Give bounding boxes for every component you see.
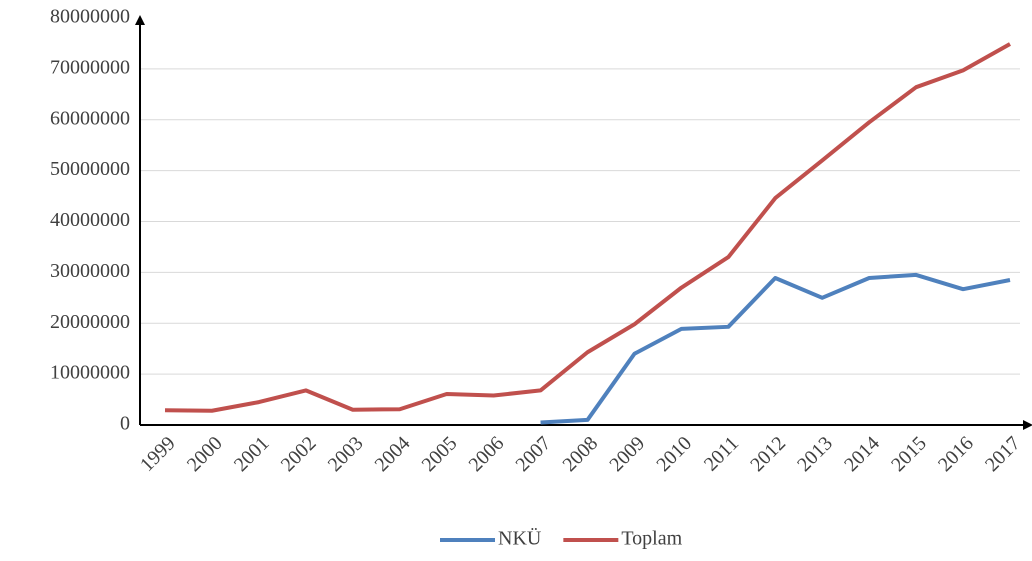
legend-label: Toplam — [621, 528, 682, 550]
y-tick-label: 20000000 — [50, 311, 130, 333]
x-tick-label: 2010 — [652, 432, 696, 476]
x-tick-label: 1999 — [136, 432, 180, 476]
legend-label: NKÜ — [498, 527, 542, 550]
x-tick-label: 2016 — [934, 432, 978, 476]
y-tick-label: 80000000 — [50, 6, 130, 28]
y-tick-label: 70000000 — [50, 56, 130, 78]
x-tick-label: 2006 — [465, 432, 509, 476]
x-tick-label: 2011 — [700, 432, 743, 475]
y-tick-label: 60000000 — [50, 107, 130, 129]
x-tick-label: 2013 — [793, 432, 837, 476]
y-tick-label: 10000000 — [50, 362, 130, 384]
x-tick-label: 2012 — [746, 432, 790, 476]
x-tick-label: 2007 — [511, 432, 555, 476]
x-tick-label: 2017 — [981, 432, 1025, 476]
x-tick-label: 2000 — [183, 432, 227, 476]
series-line — [164, 42, 1011, 413]
grid — [140, 68, 1020, 375]
x-tick-label: 2003 — [324, 432, 368, 476]
x-tick-label: 2009 — [605, 432, 649, 476]
y-tick-label: 40000000 — [50, 209, 130, 231]
y-tick-label: 0 — [120, 413, 130, 435]
y-tick-label: 50000000 — [50, 158, 130, 180]
x-tick-label: 2014 — [840, 432, 884, 476]
x-tick-label: 2015 — [887, 432, 931, 476]
x-tick-label: 2008 — [558, 432, 602, 476]
x-tick-label: 2001 — [230, 432, 274, 476]
x-tick-label: 2004 — [371, 432, 415, 476]
series-line — [540, 272, 1011, 425]
y-tick-label: 30000000 — [50, 260, 130, 282]
x-tick-label: 2005 — [418, 432, 462, 476]
x-tick-label: 2002 — [277, 432, 321, 476]
